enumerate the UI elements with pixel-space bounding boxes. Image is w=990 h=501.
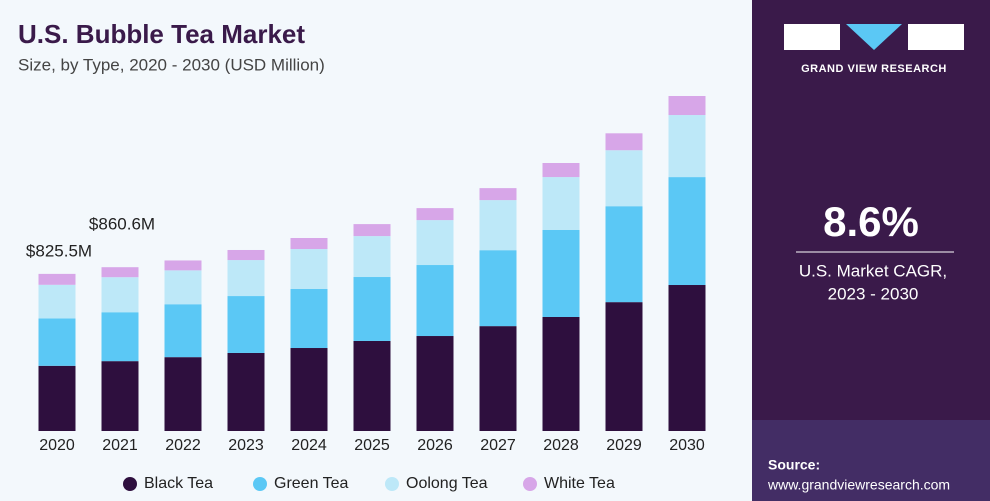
bar-segment: [416, 208, 454, 221]
bar-segment: [353, 224, 391, 237]
bar-segment: [290, 348, 328, 431]
chart-subtitle: Size, by Type, 2020 - 2030 (USD Million): [18, 55, 325, 74]
x-tick-label: 2025: [354, 437, 390, 454]
bar-segment: [479, 326, 517, 431]
legend-marker: [123, 477, 137, 491]
x-tick-label: 2029: [606, 437, 642, 454]
bar-segment: [101, 312, 139, 362]
cagr-value: 8.6%: [823, 198, 919, 245]
bar-segment: [101, 361, 139, 431]
bar-segment: [605, 206, 643, 303]
legend-marker: [253, 477, 267, 491]
side-panel: [752, 0, 990, 501]
legend-label: White Tea: [544, 475, 615, 492]
source-label: Source:: [768, 457, 820, 473]
bar-segment: [227, 260, 265, 297]
bar-segment: [290, 249, 328, 290]
logo: [784, 24, 964, 50]
x-tick-label: 2022: [165, 437, 201, 454]
value-label: $860.6M: [89, 215, 155, 234]
bar-segment: [38, 318, 76, 366]
legend-label: Green Tea: [274, 475, 349, 492]
bar-segment: [38, 365, 76, 431]
bar-segment: [101, 277, 139, 313]
bar-segment: [38, 273, 76, 285]
x-tick-label: 2026: [417, 437, 453, 454]
x-tick-label: 2020: [39, 437, 75, 454]
bar-segment: [164, 270, 202, 305]
bar-segment: [353, 277, 391, 341]
cagr-label: U.S. Market CAGR,: [799, 261, 947, 280]
legend-marker: [385, 477, 399, 491]
bar-segment: [164, 357, 202, 431]
bar-segment: [38, 284, 76, 319]
bar-segment: [353, 340, 391, 431]
bar-segment: [668, 177, 706, 286]
bar-segment: [353, 236, 391, 278]
bar-segment: [542, 316, 580, 431]
source-band: [752, 420, 990, 501]
bar-segment: [605, 302, 643, 431]
bar-segment: [542, 230, 580, 317]
bar-segment: [416, 336, 454, 431]
bar-segment: [164, 260, 202, 271]
source-url: www.grandviewresearch.com: [767, 477, 950, 493]
bar-segment: [605, 150, 643, 207]
bar-segment: [542, 163, 580, 178]
bar-segment: [668, 96, 706, 116]
bar-segment: [101, 267, 139, 278]
bar-segment: [479, 200, 517, 251]
bar-segment: [416, 220, 454, 266]
bar-segment: [668, 115, 706, 178]
x-tick-label: 2021: [102, 437, 138, 454]
bar-segment: [227, 352, 265, 431]
cagr-label: 2023 - 2030: [828, 284, 919, 303]
bar-segment: [227, 249, 265, 261]
legend-label: Black Tea: [144, 475, 213, 492]
x-tick-label: 2024: [291, 437, 327, 454]
bar-segment: [227, 296, 265, 353]
value-label: $825.5M: [26, 241, 92, 260]
x-tick-label: 2030: [669, 437, 705, 454]
legend-label: Oolong Tea: [406, 475, 488, 492]
bar-segment: [542, 177, 580, 230]
chart-title: U.S. Bubble Tea Market: [18, 19, 305, 49]
bar-segment: [668, 285, 706, 431]
bar-segment: [605, 133, 643, 151]
bar-segment: [416, 265, 454, 337]
bar-segment: [290, 289, 328, 349]
bar-segment: [290, 237, 328, 250]
x-tick-label: 2023: [228, 437, 264, 454]
bar-segment: [479, 188, 517, 201]
x-tick-label: 2028: [543, 437, 579, 454]
bar-segment: [164, 304, 202, 358]
bar-segment: [479, 250, 517, 327]
x-tick-label: 2027: [480, 437, 516, 454]
legend-marker: [523, 477, 537, 491]
brand: GRAND VIEW RESEARCH: [801, 63, 947, 75]
